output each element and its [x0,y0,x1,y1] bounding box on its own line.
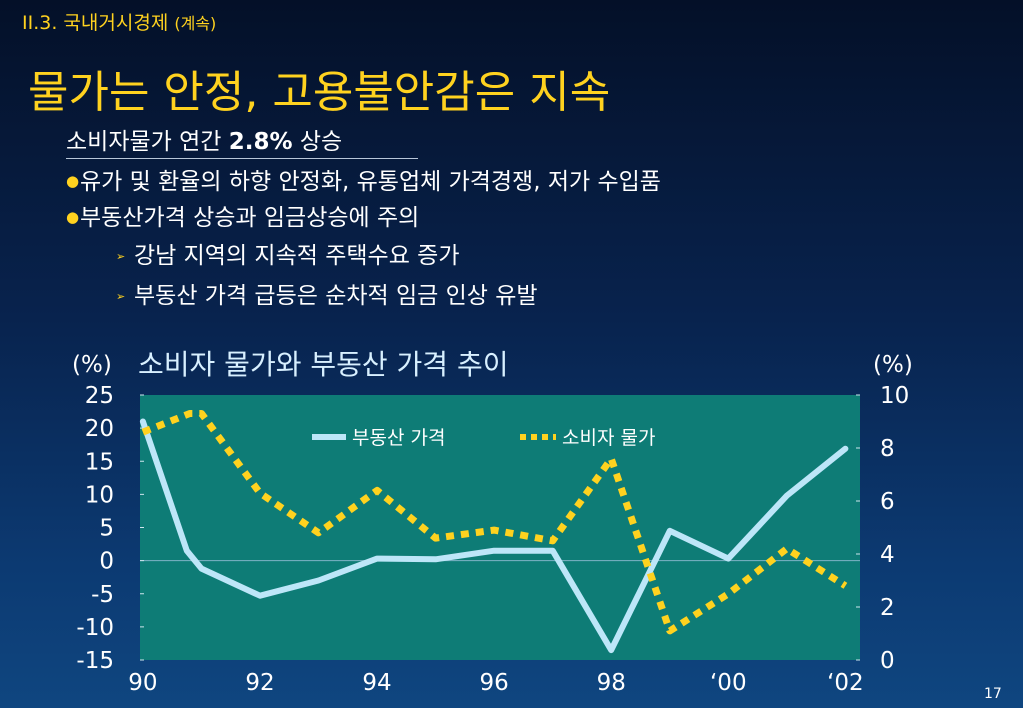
real-estate-price-line [139,418,849,654]
left-axis-tick-label: -10 [76,615,114,641]
left-axis-tick-label: 10 [85,482,114,508]
right-axis-unit: (%) [873,352,913,378]
arrow-bullet-icon: ➢ [116,290,126,303]
page-number: 17 [984,686,1002,702]
left-axis-tick-label: 0 [99,549,114,575]
right-axis-tick-label: 2 [880,595,895,621]
sub-bullet-item: ➢ 강남 지역의 지속적 주택수요 증가 [116,243,460,269]
left-axis-tick-label: 5 [99,516,114,542]
bullet-item: ●부동산가격 상승과 임금상승에 주의 [66,205,420,231]
left-axis-tick-label: 25 [85,383,114,409]
arrow-bullet-icon: ➢ [116,250,126,263]
bullet-dot-icon: ● [66,208,80,226]
sub-bullet-item: ➢ 부동산 가격 급등은 순차적 임금 인상 유발 [116,283,538,309]
legend-label-real-estate: 부동산 가격 [352,427,445,449]
plot-area [140,395,860,660]
right-axis-tick-label: 8 [880,436,895,462]
left-axis-unit: (%) [72,352,112,378]
slide-title: 물가는 안정, 고용불안감은 지속 [28,67,611,118]
x-axis-tick-label: ‘02 [827,670,864,696]
x-axis-tick-label: 90 [128,670,157,696]
left-axis-tick-label: -15 [76,648,114,674]
key-point-heading: 소비자물가 연간 2.8% 상승 [66,129,343,155]
consumer-price-line [141,410,848,635]
x-axis-tick-label: 92 [245,670,274,696]
x-axis-tick-label: ‘00 [710,670,747,696]
left-axis-tick-label: 15 [85,449,114,475]
section-label: II.3. 국내거시경제 (계속) [22,12,217,34]
bullet-dot-icon: ● [66,172,80,190]
left-axis-tick-label: -5 [91,582,114,608]
left-axis-tick-label: 20 [85,416,114,442]
right-axis-tick-label: 10 [880,383,909,409]
x-axis-tick-label: 96 [480,670,509,696]
bullet-item: ●유가 및 환율의 하향 안정화, 유통업체 가격경쟁, 저가 수입품 [66,169,661,195]
heading-underline [66,158,418,159]
chart-title: 소비자 물가와 부동산 가격 추이 [138,348,509,381]
right-axis-tick-label: 4 [880,542,895,568]
legend-label-consumer-price: 소비자 물가 [562,427,655,449]
x-axis-tick-label: 94 [362,670,391,696]
right-axis-tick-label: 0 [880,648,895,674]
x-axis-tick-label: 98 [597,670,626,696]
right-axis-tick-label: 6 [880,489,895,515]
